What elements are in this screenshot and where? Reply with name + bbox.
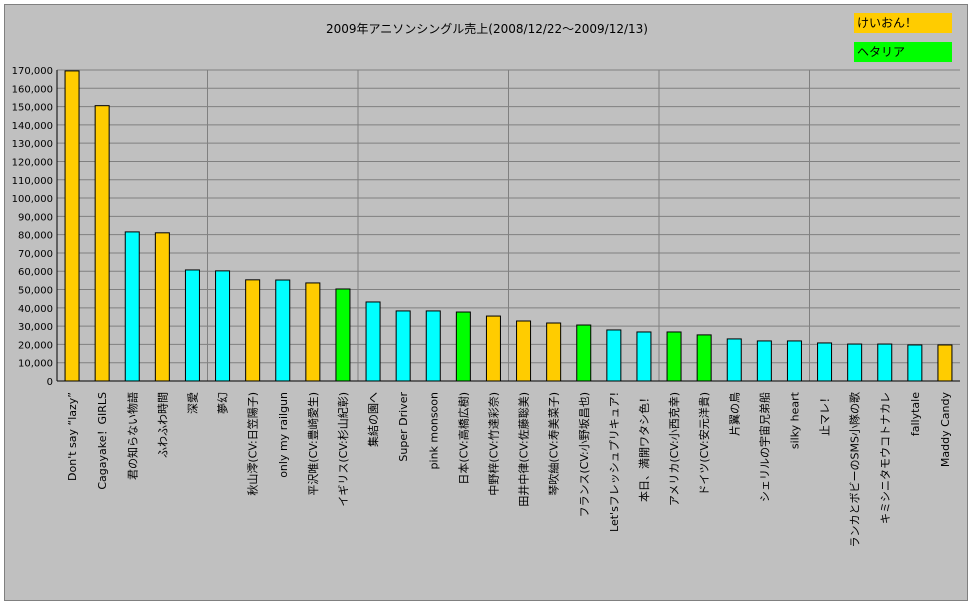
bar xyxy=(124,231,140,382)
x-tick-label: 止マレ！ xyxy=(819,392,832,436)
x-tick-label: 深愛 xyxy=(186,392,199,414)
bar xyxy=(937,344,953,382)
x-tick-label: フランス(CV:小野坂昌也) xyxy=(578,392,591,517)
bar xyxy=(94,105,110,382)
x-tick-label: ふわふわ時間 xyxy=(156,392,169,458)
x-tick-label: 片翼の鳥 xyxy=(727,392,741,436)
y-tick-label: 150,000 xyxy=(12,103,53,114)
y-tick-label: 120,000 xyxy=(12,157,53,168)
x-tick-label: Cagayake！GIRLS xyxy=(96,392,109,490)
x-tick-label: 夢幻 xyxy=(217,392,230,414)
y-tick-label: 140,000 xyxy=(12,121,53,132)
chart-title: 2009年アニソンシングル売上(2008/12/22～2009/12/13) xyxy=(326,21,648,36)
x-tick-label: 本日、満開ワタシ色！ xyxy=(637,392,651,502)
y-tick-label: 100,000 xyxy=(12,194,53,205)
bar xyxy=(666,331,682,382)
x-tick-label: silky heart xyxy=(788,391,801,449)
bar xyxy=(817,342,833,382)
y-tick-label: 70,000 xyxy=(18,249,53,260)
x-tick-label: 集結の園へ xyxy=(366,392,380,447)
bar xyxy=(786,340,802,382)
y-tick-label: 10,000 xyxy=(18,359,53,370)
x-tick-label: 日本(CV:高橋広樹) xyxy=(456,392,470,485)
x-tick-label: fallytale xyxy=(909,392,922,436)
legend-item-hetalia: ヘタリア xyxy=(854,42,952,62)
x-tick-label: シェリルの宇宙兄弟船 xyxy=(757,392,771,502)
bar xyxy=(726,338,742,382)
y-tick-label: 90,000 xyxy=(18,212,53,223)
x-tick-label: Super Driver xyxy=(397,392,410,462)
bar xyxy=(546,322,562,382)
bar xyxy=(395,310,411,382)
y-tick-label: 20,000 xyxy=(18,340,53,351)
x-tick-label: 平沢唯(CV:豊崎愛生) xyxy=(306,392,320,496)
y-tick-labels: 0 10,000 20,000 30,000 40,000 50,000 60,000 70,… xyxy=(12,66,53,388)
x-tick-label: pink monsoon xyxy=(427,392,440,469)
bar xyxy=(877,343,893,382)
x-tick-label: ランカとボビーのSMS小隊の歌 xyxy=(848,392,862,547)
y-tick-label: 170,000 xyxy=(12,66,53,77)
bars xyxy=(64,70,953,382)
x-tick-label: Let'sフレッシュプリキュア! xyxy=(608,392,621,532)
x-tick-labels: Don't say “lazy” Cagayake！GIRLS 君の知らない物語 ふわ… xyxy=(66,391,952,547)
legend-item-keion: けいおん！ xyxy=(854,13,952,33)
bar xyxy=(606,329,622,382)
bar xyxy=(335,288,351,382)
bar xyxy=(184,269,200,382)
y-tick-label: 160,000 xyxy=(12,84,53,95)
bar xyxy=(636,331,652,382)
bar xyxy=(576,324,592,382)
y-tick-label: 110,000 xyxy=(12,176,53,187)
bar xyxy=(455,311,471,382)
bar xyxy=(215,270,231,382)
bar xyxy=(485,315,501,382)
x-tick-label: 君の知らない物語 xyxy=(125,392,139,480)
bar xyxy=(847,343,863,382)
x-tick-label: only my railgun xyxy=(277,392,290,478)
y-tick-label: 40,000 xyxy=(18,304,53,315)
y-tick-label: 0 xyxy=(47,377,53,388)
bar xyxy=(305,282,321,382)
bar xyxy=(275,279,291,382)
x-tick-label: 田井中律(CV:佐藤聡美) xyxy=(517,392,531,507)
x-tick-label: Maddy Candy xyxy=(939,392,952,468)
bar xyxy=(245,279,261,382)
y-tick-label: 50,000 xyxy=(18,286,53,297)
bar xyxy=(907,344,923,382)
bar xyxy=(64,70,80,382)
bar xyxy=(425,310,441,382)
bar xyxy=(696,334,712,382)
x-tick-label: Don't say “lazy” xyxy=(66,392,79,481)
y-tick-label: 80,000 xyxy=(18,231,53,242)
y-tick-label: 60,000 xyxy=(18,267,53,278)
x-tick-label: ドイツ(CV:安元洋貴) xyxy=(697,392,711,496)
x-tick-label: 中野梓(CV:竹達彩奈) xyxy=(486,392,500,496)
y-tick-label: 30,000 xyxy=(18,322,53,333)
x-tick-label: 秋山澪(CV:日笠陽子) xyxy=(246,392,260,496)
x-tick-label: アメリカ(CV:小西克幸) xyxy=(668,392,681,506)
x-tick-label: キミシニタモウコトナカレ xyxy=(879,392,892,524)
y-tick-label: 130,000 xyxy=(12,139,53,150)
x-tick-label: イギリス(CV:杉山紀彰) xyxy=(336,392,350,507)
axes xyxy=(56,70,960,382)
bar xyxy=(154,232,170,382)
bar xyxy=(365,301,381,382)
gridlines xyxy=(57,69,960,381)
x-tick-label: 琴吹紬(CV:寿美菜子) xyxy=(547,392,561,496)
bar xyxy=(756,340,772,382)
bar xyxy=(516,320,532,382)
